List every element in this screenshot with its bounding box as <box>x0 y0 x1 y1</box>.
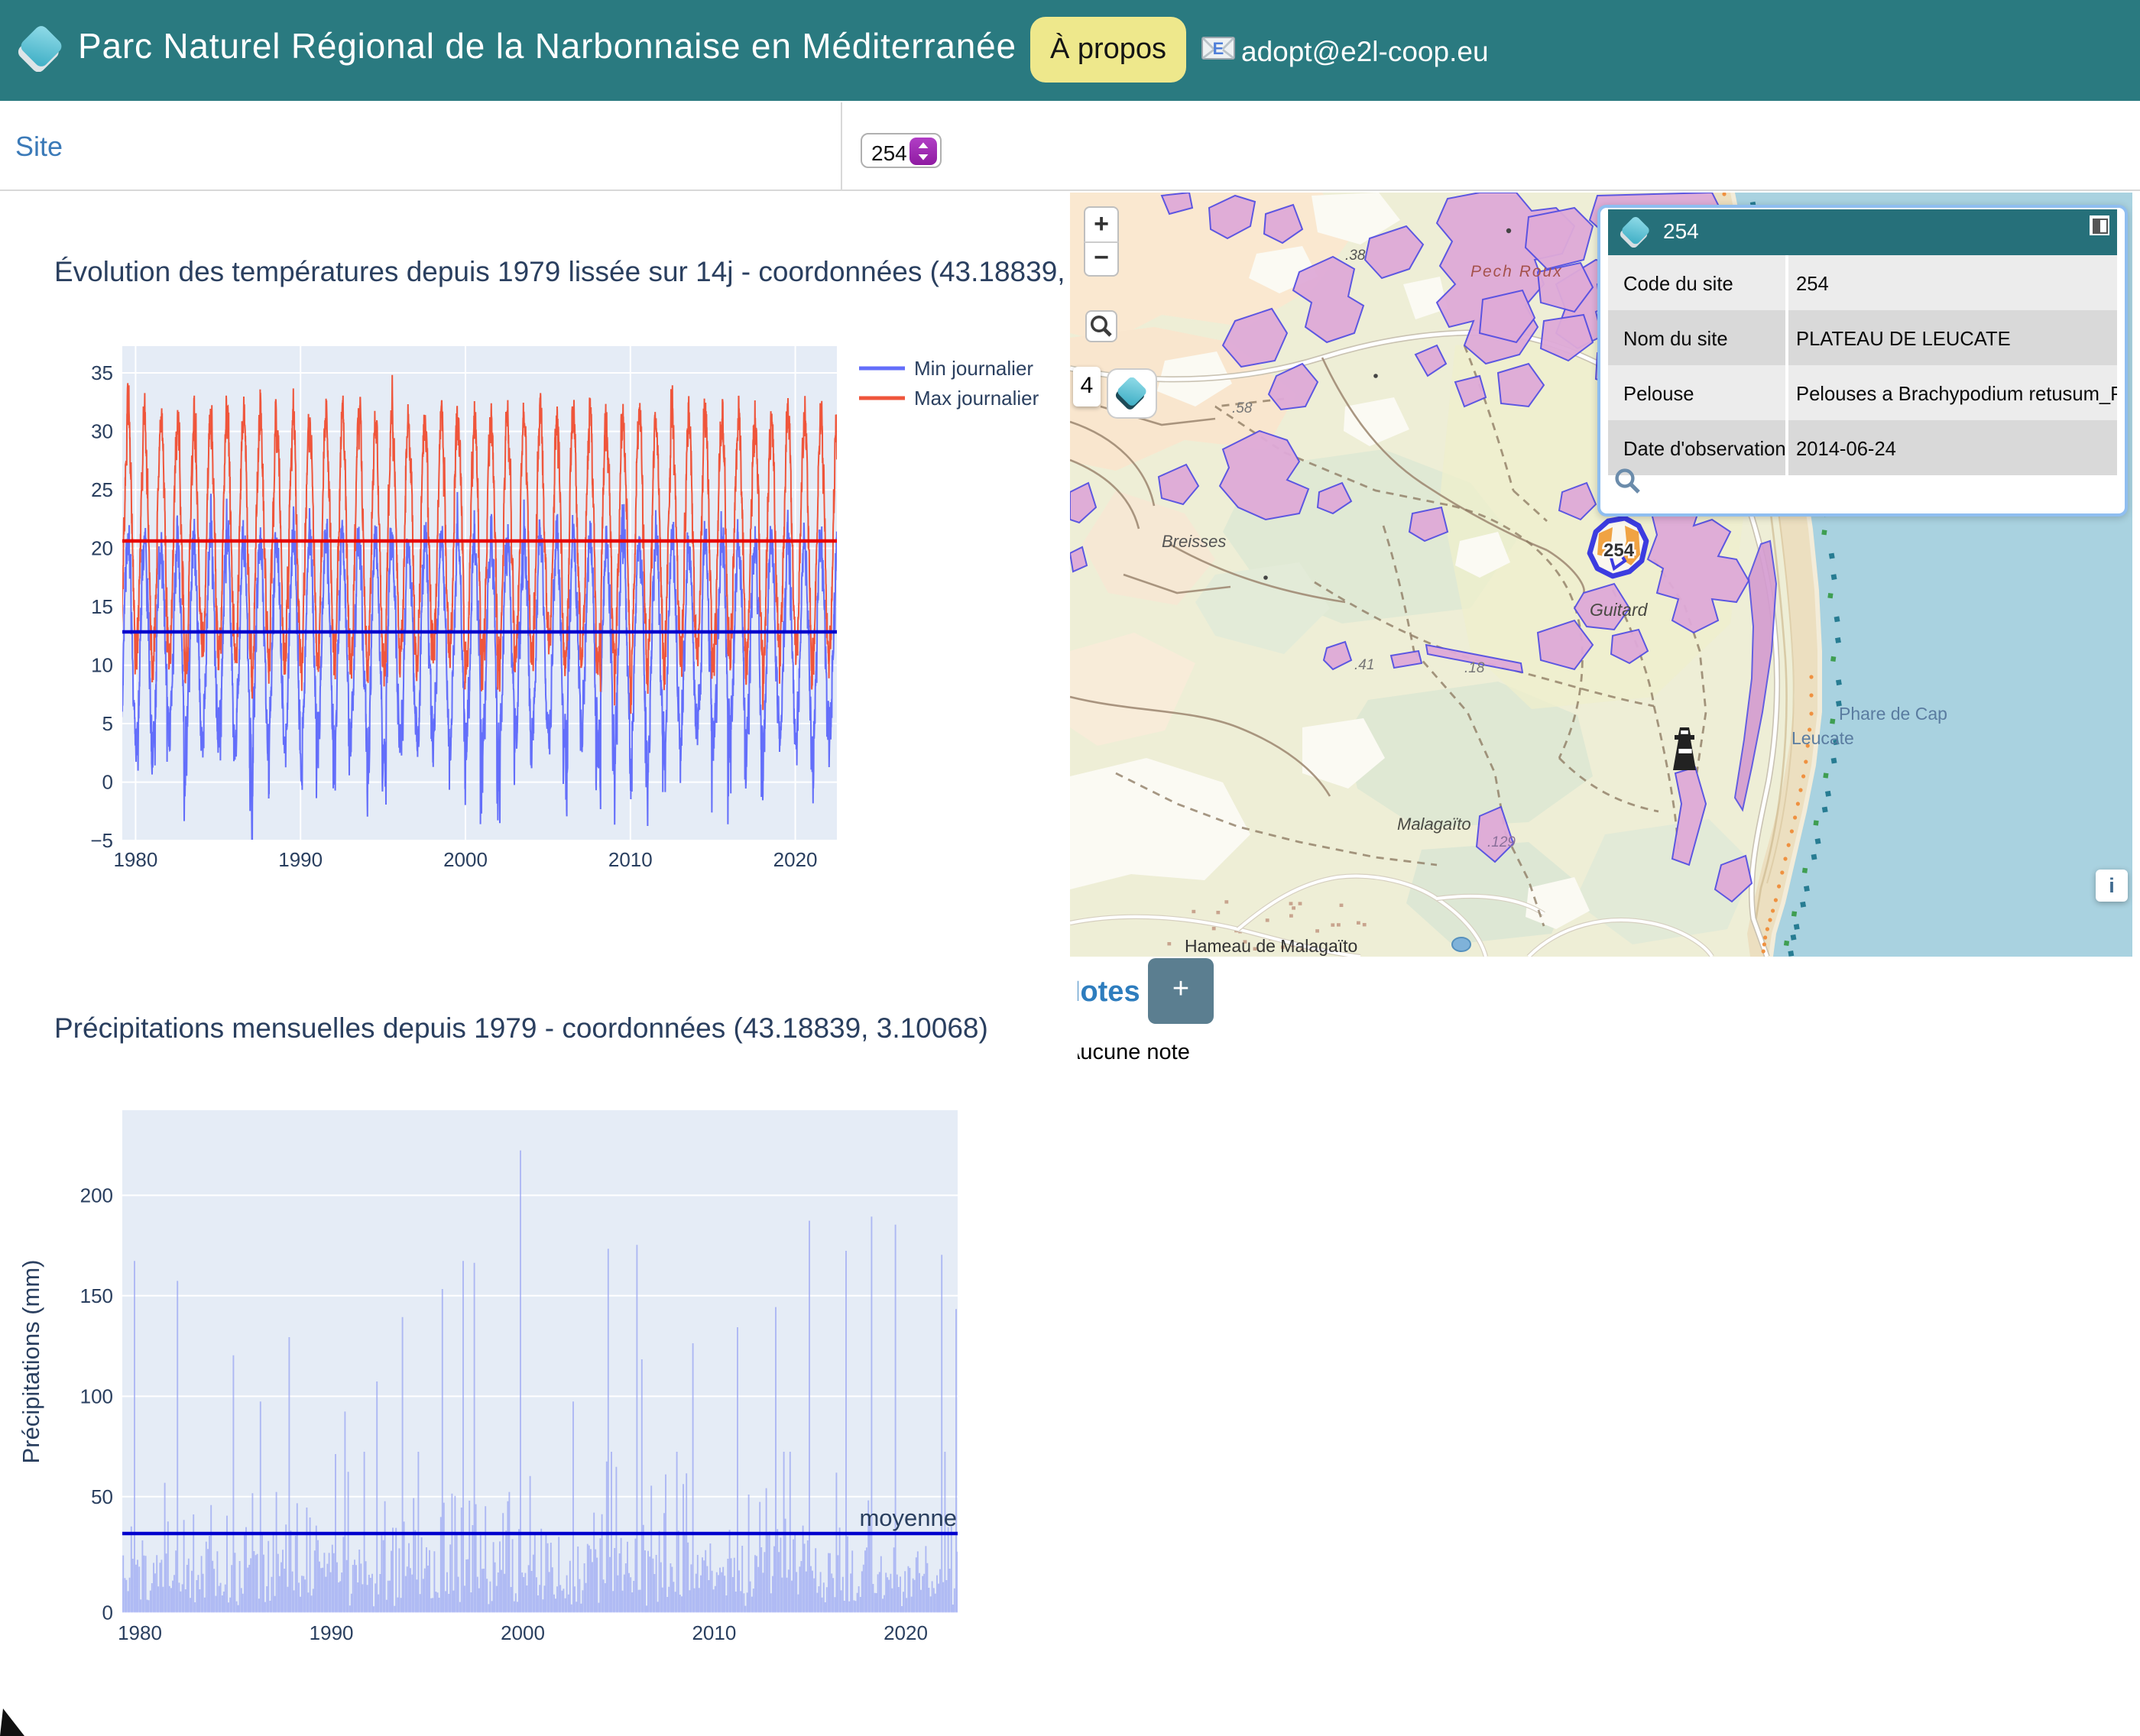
svg-text:100: 100 <box>80 1385 113 1407</box>
svg-text:50: 50 <box>91 1485 113 1508</box>
svg-text:Min journalier: Min journalier <box>914 357 1033 380</box>
svg-text:Guitard: Guitard <box>1590 600 1649 620</box>
svg-text:Pech Roux: Pech Roux <box>1470 263 1563 280</box>
svg-text:2000: 2000 <box>443 848 488 871</box>
svg-text:.18: .18 <box>1464 660 1485 676</box>
svg-text:254: 254 <box>1603 540 1635 561</box>
svg-text:Breisses: Breisses <box>1162 532 1226 551</box>
svg-text:2010: 2010 <box>608 848 653 871</box>
svg-text:30: 30 <box>91 420 113 443</box>
svg-text:Évolution des températures dep: Évolution des températures depuis 1979 l… <box>54 256 1078 287</box>
svg-text:1980: 1980 <box>113 848 157 871</box>
svg-text:Leucate: Leucate <box>1791 728 1854 748</box>
svg-text:1990: 1990 <box>310 1621 354 1644</box>
svg-text:20: 20 <box>91 537 113 560</box>
svg-text:.38: .38 <box>1345 248 1366 264</box>
svg-text:2000: 2000 <box>501 1621 545 1644</box>
svg-text:Phare de Cap: Phare de Cap <box>1839 704 1947 724</box>
svg-text:Max journalier: Max journalier <box>914 387 1039 410</box>
svg-text:10: 10 <box>91 654 113 677</box>
svg-text:.58: .58 <box>1232 400 1253 416</box>
svg-text:35: 35 <box>91 361 113 384</box>
svg-text:moyenne: moyenne <box>859 1504 957 1531</box>
svg-text:200: 200 <box>80 1184 113 1206</box>
svg-text:1990: 1990 <box>278 848 323 871</box>
svg-text:Précipitations mensuelles depu: Précipitations mensuelles depuis 1979 - … <box>54 1012 988 1044</box>
svg-text:2020: 2020 <box>884 1621 928 1644</box>
svg-text:0: 0 <box>102 1601 113 1624</box>
svg-text:25: 25 <box>91 478 113 501</box>
svg-text:2020: 2020 <box>773 848 818 871</box>
svg-text:2010: 2010 <box>692 1621 736 1644</box>
svg-text:−5: −5 <box>90 829 113 852</box>
svg-text:Hameau de Malagaïto: Hameau de Malagaïto <box>1185 936 1357 956</box>
svg-text:5: 5 <box>102 712 113 735</box>
svg-text:1980: 1980 <box>118 1621 162 1644</box>
svg-text:E: E <box>1213 39 1224 58</box>
svg-text:.129: .129 <box>1487 834 1516 850</box>
svg-text:Précipitations (mm): Précipitations (mm) <box>18 1260 44 1464</box>
svg-text:0: 0 <box>102 771 113 794</box>
svg-text:.41: .41 <box>1354 657 1374 673</box>
svg-text:150: 150 <box>80 1284 113 1307</box>
svg-text:Malagaïto: Malagaïto <box>1397 815 1471 834</box>
svg-text:15: 15 <box>91 595 113 618</box>
